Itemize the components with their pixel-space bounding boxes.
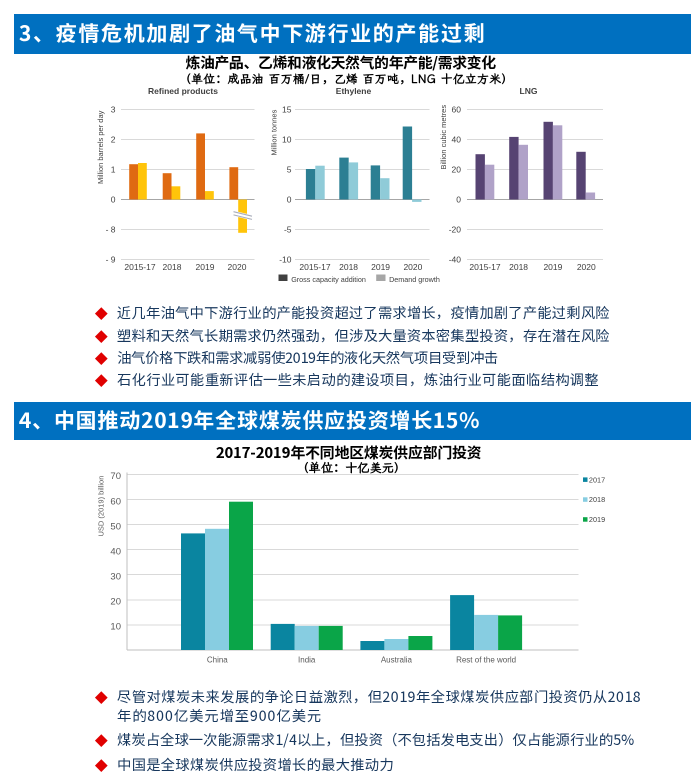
svg-text:2019: 2019 (371, 262, 390, 272)
svg-text:40: 40 (110, 547, 121, 558)
svg-text:60: 60 (452, 105, 462, 115)
svg-text:-40: -40 (449, 255, 462, 265)
svg-text:2018: 2018 (589, 495, 605, 504)
svg-text:Gross capacity addition: Gross capacity addition (291, 275, 366, 284)
svg-text:-10: -10 (279, 255, 292, 265)
svg-text:USD (2019) billion: USD (2019) billion (97, 476, 106, 537)
svg-text:Million barrels per day: Million barrels per day (96, 110, 105, 184)
svg-text:Refined products: Refined products (148, 86, 218, 96)
svg-text:- 8: - 8 (106, 225, 116, 235)
svg-text:2: 2 (111, 135, 116, 145)
svg-text:30: 30 (110, 572, 121, 583)
svg-text:50: 50 (110, 521, 121, 532)
svg-text:Demand growth: Demand growth (389, 275, 440, 284)
svg-text:60: 60 (110, 496, 121, 507)
svg-text:70: 70 (110, 471, 121, 482)
svg-text:-5: -5 (284, 225, 292, 235)
svg-text:2020: 2020 (228, 262, 247, 272)
svg-text:Ethylene: Ethylene (336, 86, 372, 96)
svg-text:- 9: - 9 (106, 255, 116, 265)
svg-text:2018: 2018 (163, 262, 182, 272)
svg-text:20: 20 (452, 165, 462, 175)
svg-text:2018: 2018 (509, 262, 528, 272)
svg-text:India: India (298, 655, 316, 664)
svg-text:-20: -20 (449, 225, 462, 235)
svg-text:10: 10 (110, 622, 121, 633)
svg-text:2015-17: 2015-17 (124, 262, 155, 272)
svg-text:China: China (207, 655, 228, 664)
svg-text:2017: 2017 (589, 475, 605, 484)
svg-text:10: 10 (282, 135, 292, 145)
svg-text:0: 0 (456, 195, 461, 205)
svg-text:15: 15 (282, 105, 292, 115)
svg-text:2015-17: 2015-17 (469, 262, 500, 272)
svg-text:2020: 2020 (403, 262, 422, 272)
svg-text:5: 5 (287, 165, 292, 175)
svg-text:Billion cubic metres: Billion cubic metres (439, 105, 448, 170)
svg-text:2019: 2019 (196, 262, 215, 272)
svg-text:Million tonnes: Million tonnes (270, 109, 279, 155)
svg-text:2019: 2019 (543, 262, 562, 272)
svg-text:0: 0 (111, 195, 116, 205)
svg-text:1: 1 (111, 165, 116, 175)
svg-text:3: 3 (111, 105, 116, 115)
svg-text:2019: 2019 (589, 515, 605, 524)
svg-text:2015-17: 2015-17 (299, 262, 330, 272)
svg-text:20: 20 (110, 597, 121, 608)
svg-text:Australia: Australia (381, 655, 413, 664)
svg-text:0: 0 (287, 195, 292, 205)
svg-text:2018: 2018 (339, 262, 358, 272)
svg-text:Rest of the world: Rest of the world (456, 655, 516, 664)
svg-text:40: 40 (452, 135, 462, 145)
svg-text:LNG: LNG (520, 86, 538, 96)
svg-text:2020: 2020 (577, 262, 596, 272)
